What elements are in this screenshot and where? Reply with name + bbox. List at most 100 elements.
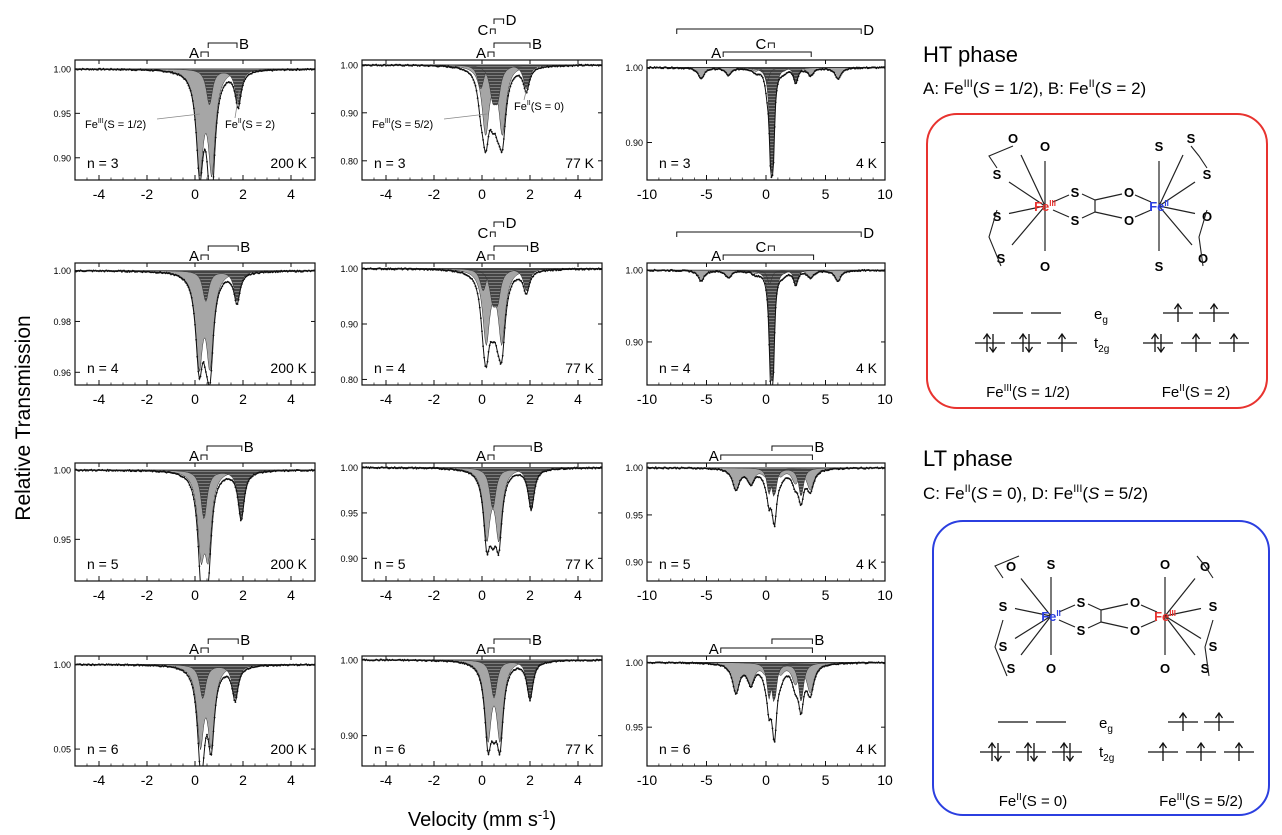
- sulfur-atom: S: [1209, 639, 1218, 654]
- spin-up-arrow: [1209, 302, 1219, 322]
- bond: [1087, 603, 1102, 611]
- lt-desc-d-sup: III: [1073, 483, 1082, 495]
- sulfur-atom: S: [1071, 213, 1080, 228]
- ligand-backbone: [1190, 145, 1208, 169]
- peak-bracket: [489, 28, 496, 34]
- peak-bracket: [206, 445, 243, 451]
- spectrum-panel: -4 -2 0 2 4 1.00 0.90 0.80 n = 3 77 K A B CD FeIII(S …: [340, 12, 603, 202]
- y-tick-label: 1.00: [625, 266, 643, 276]
- x-tick-label: -4: [93, 186, 106, 202]
- bracket-label: B: [240, 239, 250, 256]
- y-tick-label: 0.95: [625, 510, 643, 520]
- x-tick-label: 10: [877, 587, 893, 603]
- bond: [1100, 603, 1129, 611]
- data-point: [201, 597, 203, 599]
- peak-bracket: [200, 454, 208, 460]
- plot-area: [75, 269, 315, 385]
- panel-temp-label: 4 K: [856, 556, 878, 572]
- x-tick-label: -2: [428, 772, 441, 788]
- panel-n-label: n = 6: [87, 741, 119, 757]
- bond: [1020, 154, 1046, 207]
- peak-bracket: [767, 42, 775, 48]
- x-tick-label: 4: [574, 587, 582, 603]
- bracket-label: A: [711, 248, 721, 265]
- panel-temp-label: 77 K: [565, 556, 594, 572]
- plot-area: [362, 658, 602, 757]
- x-tick-label: -4: [93, 587, 106, 603]
- sulfur-atom: S: [1203, 167, 1212, 182]
- bond: [1081, 211, 1096, 219]
- bond: [1164, 607, 1202, 617]
- bond: [1014, 607, 1052, 617]
- oxygen-atom: O: [1124, 185, 1134, 200]
- x-tick-label: 4: [574, 772, 582, 788]
- annotation-label: FeII(S = 2): [225, 118, 275, 131]
- component-area: [75, 469, 315, 566]
- x-tick-label: -10: [637, 587, 657, 603]
- y-tick-label: 0.96: [53, 368, 71, 378]
- ht-desc-b-val: = 2): [1112, 79, 1147, 98]
- peak-bracket: [767, 245, 775, 251]
- data-point: [772, 387, 774, 389]
- fit-curve: [647, 467, 885, 528]
- x-tick-label: 0: [191, 186, 199, 202]
- fit-curve: [362, 64, 602, 154]
- bond: [1008, 181, 1046, 207]
- sulfur-atom: S: [1155, 139, 1164, 154]
- spin-up-arrow: [1191, 332, 1201, 352]
- spectrum-panel: -10 -5 0 5 10 1.00 0.90 n = 3 4 K A C D: [625, 22, 893, 202]
- y-tick-label: 0.90: [340, 108, 358, 118]
- right-spin-state-label: FeII(S = 2): [1162, 383, 1231, 401]
- bond: [1140, 604, 1158, 613]
- lt-phase-desc: C: FeII(S = 0), D: FeIII(S = 5/2): [923, 483, 1148, 503]
- sulfur-atom: S: [1201, 661, 1210, 676]
- plot-area: [75, 67, 315, 193]
- ligand-backbone: [994, 619, 1008, 677]
- lt-desc-d-val: = 5/2): [1099, 484, 1148, 503]
- x-tick-label: -4: [380, 391, 393, 407]
- x-tick-label: 2: [239, 587, 247, 603]
- ligand-backbone: [988, 209, 1002, 267]
- bond: [1134, 194, 1152, 203]
- x-tick-label: 4: [574, 186, 582, 202]
- panel-temp-label: 200 K: [270, 155, 307, 171]
- x-tick-label: 2: [526, 772, 534, 788]
- x-tick-label: 2: [526, 391, 534, 407]
- fit-curve: [362, 467, 602, 557]
- bond: [1011, 205, 1046, 246]
- panel-n-label: n = 3: [659, 155, 691, 171]
- panel-temp-label: 4 K: [856, 360, 878, 376]
- sulfur-atom: S: [1187, 131, 1196, 146]
- bracket-label: A: [189, 641, 199, 658]
- x-tick-label: 0: [478, 186, 486, 202]
- bond: [1014, 615, 1052, 640]
- sulfur-atom: S: [993, 209, 1002, 224]
- y-tick-label: 1.00: [625, 63, 643, 73]
- y-tick-label: 0.90: [625, 558, 643, 568]
- annotation-leader: [443, 113, 487, 120]
- x-axis-label-sup: -1: [538, 807, 550, 822]
- plot-area: [647, 268, 885, 389]
- left-spin-state-label: FeII(S = 0): [999, 792, 1068, 810]
- y-tick-label: 0.05: [53, 745, 71, 755]
- peak-bracket: [200, 254, 209, 260]
- data-point: [208, 191, 210, 193]
- ht-desc-b-sup: II: [1089, 78, 1095, 90]
- x-tick-label: 4: [287, 391, 295, 407]
- bracket-label: B: [533, 439, 543, 456]
- spectrum-panel: -4 -2 0 2 4 1.00 0.95 0.90 n = 5 77 K A B: [340, 439, 603, 603]
- ligand-backbone: [1204, 619, 1214, 677]
- x-tick-label: -4: [93, 772, 106, 788]
- peak-bracket: [493, 445, 532, 451]
- peak-bracket: [722, 51, 812, 57]
- y-tick-label: 0.90: [625, 138, 643, 148]
- oxygen-atom: O: [1006, 559, 1016, 574]
- data-point: [201, 775, 203, 777]
- spectrum-panel: -10 -5 0 5 10 1.00 0.90 n = 4 4 K A C D: [625, 225, 893, 407]
- x-tick-label: -5: [700, 587, 713, 603]
- peak-bracket: [493, 638, 531, 644]
- y-axis-label: Relative Transmission: [12, 315, 35, 520]
- spin-down-arrow: [1029, 743, 1039, 763]
- fit-curve: [362, 268, 602, 369]
